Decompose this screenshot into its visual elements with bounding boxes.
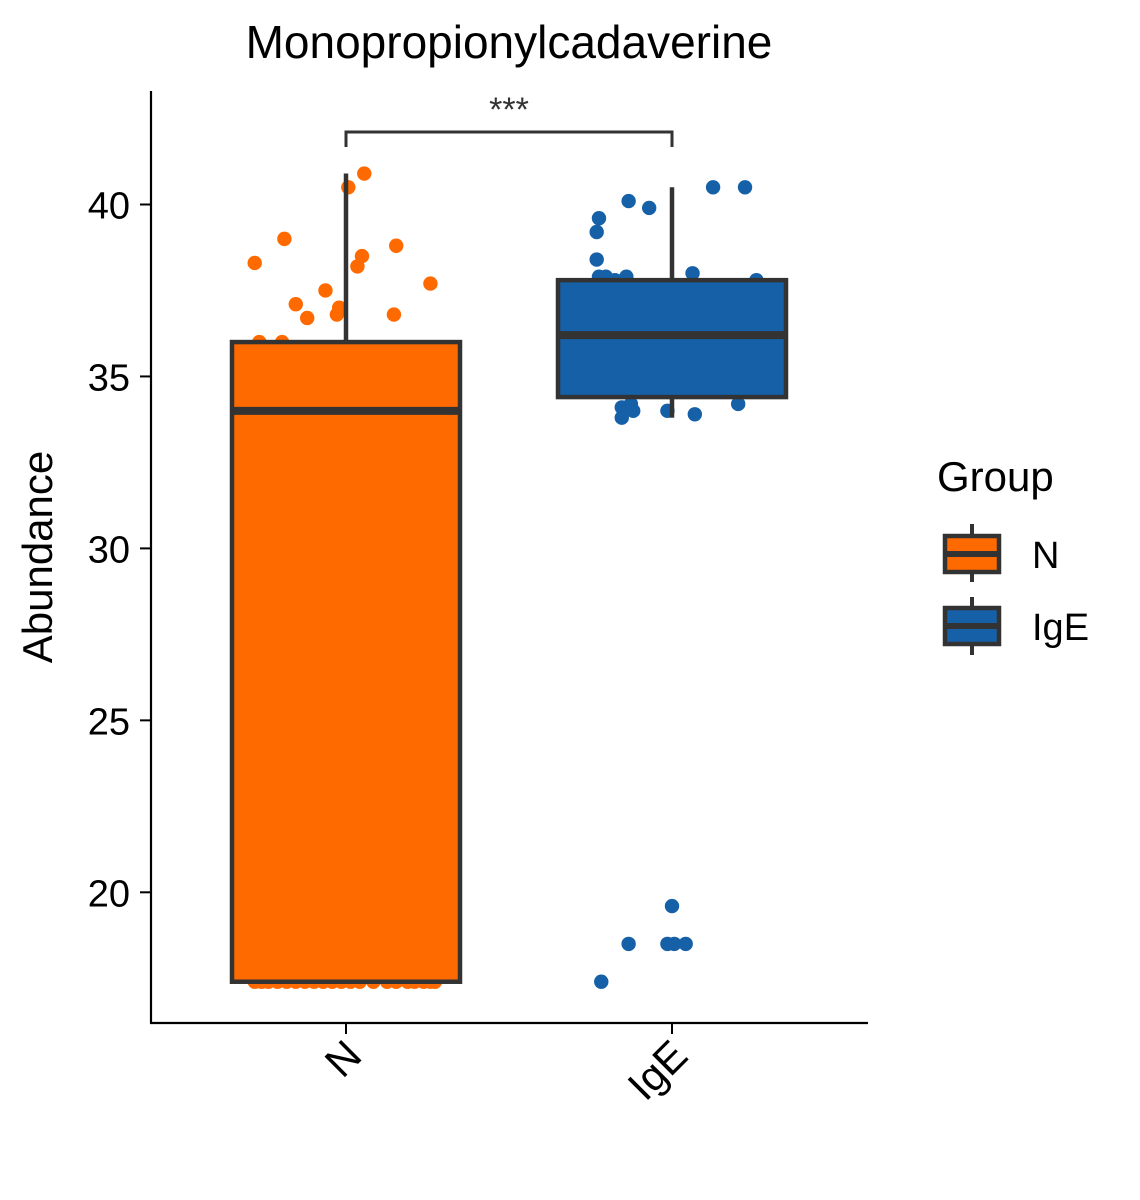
point-ige — [705, 180, 721, 195]
point-n — [423, 276, 438, 291]
point-n — [357, 166, 372, 181]
point-n — [277, 231, 292, 247]
box-n — [229, 339, 463, 984]
point-n — [300, 310, 315, 326]
point-ige — [621, 193, 636, 209]
point-ige — [678, 936, 693, 952]
significance-bracket: *** — [344, 91, 674, 147]
point-ige — [614, 400, 629, 415]
legend-label-n: N — [1032, 535, 1059, 577]
point-ige — [685, 266, 700, 281]
point-ige — [589, 252, 604, 267]
legend-item-n: N — [942, 524, 1059, 582]
point-ige — [626, 403, 641, 419]
y-tick-label: 25 — [88, 701, 130, 743]
point-ige — [664, 898, 680, 914]
y-tick-label: 20 — [88, 873, 130, 915]
x-tick-label: N — [316, 1031, 371, 1086]
point-n — [247, 255, 262, 271]
chart-title: Monopropionylcadaverine — [246, 16, 773, 68]
legend-title: Group — [937, 453, 1054, 500]
point-n — [341, 180, 356, 195]
point-ige — [614, 410, 629, 425]
point-ige — [730, 396, 746, 412]
legend-label-ige: IgE — [1032, 607, 1089, 649]
y-tick-label: 35 — [88, 357, 130, 399]
y-ticks: 20 25 30 35 40 — [88, 185, 151, 915]
x-ticks: N IgE — [316, 1023, 697, 1109]
point-ige — [589, 224, 604, 240]
y-tick-label: 40 — [88, 185, 130, 227]
significance-label: *** — [489, 91, 529, 129]
point-n — [354, 248, 370, 264]
point-ige — [621, 936, 636, 952]
legend: Group N IgE — [937, 453, 1089, 655]
x-tick-label: IgE — [619, 1031, 697, 1109]
point-n — [386, 307, 402, 322]
point-n — [331, 300, 347, 315]
y-axis-label: Abundance — [14, 451, 61, 664]
point-n — [389, 238, 404, 253]
y-tick-label: 30 — [88, 529, 130, 571]
point-n — [318, 283, 333, 298]
point-ige — [594, 974, 609, 989]
significance-bracket-line — [344, 130, 674, 147]
point-ige — [687, 407, 703, 422]
point-n — [288, 297, 303, 312]
point-ige — [667, 936, 682, 952]
boxes-layer — [229, 173, 789, 984]
point-ige — [737, 180, 753, 195]
point-ige — [591, 211, 607, 226]
point-ige — [641, 200, 657, 216]
legend-item-ige: IgE — [942, 597, 1089, 655]
